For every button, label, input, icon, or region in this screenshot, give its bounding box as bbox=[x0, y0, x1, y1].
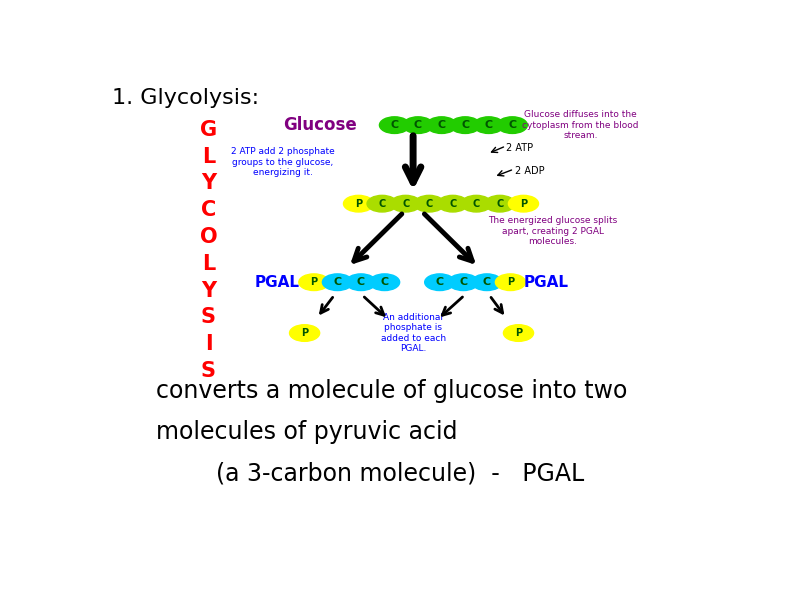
Text: P: P bbox=[515, 328, 522, 338]
Text: C: C bbox=[402, 199, 410, 209]
Text: molecules of pyruvic acid: molecules of pyruvic acid bbox=[156, 421, 458, 445]
Ellipse shape bbox=[322, 274, 353, 290]
Ellipse shape bbox=[474, 117, 504, 133]
Ellipse shape bbox=[508, 196, 538, 212]
Text: G: G bbox=[200, 120, 217, 140]
Ellipse shape bbox=[472, 274, 502, 290]
Text: C: C bbox=[461, 120, 470, 130]
Text: C: C bbox=[459, 277, 467, 287]
Text: PGAL: PGAL bbox=[254, 275, 299, 290]
Text: S: S bbox=[201, 307, 216, 328]
Ellipse shape bbox=[495, 274, 526, 290]
Text: The energized glucose splits
apart, creating 2 PGAL
molecules.: The energized glucose splits apart, crea… bbox=[488, 217, 618, 246]
Ellipse shape bbox=[462, 196, 491, 212]
Ellipse shape bbox=[346, 274, 376, 290]
Text: I: I bbox=[205, 334, 212, 354]
Ellipse shape bbox=[498, 117, 527, 133]
Text: 1. Glycolysis:: 1. Glycolysis: bbox=[112, 88, 259, 108]
Ellipse shape bbox=[367, 196, 397, 212]
Text: PGAL: PGAL bbox=[524, 275, 569, 290]
Ellipse shape bbox=[390, 196, 421, 212]
Ellipse shape bbox=[448, 274, 478, 290]
Ellipse shape bbox=[438, 196, 468, 212]
Text: L: L bbox=[202, 146, 215, 167]
Text: 2 ATP: 2 ATP bbox=[506, 143, 534, 153]
Text: L: L bbox=[202, 254, 215, 274]
Ellipse shape bbox=[370, 274, 400, 290]
Text: C: C bbox=[483, 277, 491, 287]
Ellipse shape bbox=[485, 196, 515, 212]
Ellipse shape bbox=[343, 196, 374, 212]
Text: O: O bbox=[200, 227, 218, 247]
Text: P: P bbox=[507, 277, 514, 287]
Text: Y: Y bbox=[201, 281, 216, 301]
Text: C: C bbox=[357, 277, 365, 287]
Text: C: C bbox=[414, 120, 422, 130]
Ellipse shape bbox=[414, 196, 444, 212]
Ellipse shape bbox=[379, 117, 410, 133]
Text: 2 ADP: 2 ADP bbox=[515, 166, 545, 176]
Text: C: C bbox=[473, 199, 480, 209]
Text: C: C bbox=[381, 277, 389, 287]
Text: C: C bbox=[426, 199, 433, 209]
Text: P: P bbox=[310, 277, 318, 287]
Ellipse shape bbox=[290, 325, 320, 341]
Text: C: C bbox=[496, 199, 503, 209]
Text: Y: Y bbox=[201, 173, 216, 193]
Text: C: C bbox=[449, 199, 457, 209]
Text: C: C bbox=[334, 277, 342, 287]
Text: P: P bbox=[301, 328, 308, 338]
Text: Glucose diffuses into the
cytoplasm from the blood
stream.: Glucose diffuses into the cytoplasm from… bbox=[522, 110, 638, 140]
Ellipse shape bbox=[450, 117, 480, 133]
Text: C: C bbox=[508, 120, 516, 130]
Text: converts a molecule of glucose into two: converts a molecule of glucose into two bbox=[156, 379, 627, 403]
Ellipse shape bbox=[425, 274, 455, 290]
Text: C: C bbox=[436, 277, 444, 287]
Text: C: C bbox=[485, 120, 493, 130]
Ellipse shape bbox=[426, 117, 457, 133]
Text: An additional
phosphate is
added to each
PGAL.: An additional phosphate is added to each… bbox=[381, 313, 446, 353]
Text: C: C bbox=[201, 200, 216, 220]
Text: 2 ATP add 2 phosphate
groups to the glucose,
energizing it.: 2 ATP add 2 phosphate groups to the gluc… bbox=[231, 147, 334, 177]
Ellipse shape bbox=[503, 325, 534, 341]
Text: C: C bbox=[438, 120, 446, 130]
Text: (a 3-carbon molecule)  -   PGAL: (a 3-carbon molecule) - PGAL bbox=[156, 462, 584, 486]
Text: P: P bbox=[520, 199, 527, 209]
Text: S: S bbox=[201, 361, 216, 381]
Text: C: C bbox=[390, 120, 398, 130]
Ellipse shape bbox=[403, 117, 433, 133]
Text: P: P bbox=[355, 199, 362, 209]
Text: Glucose: Glucose bbox=[283, 116, 357, 134]
Text: C: C bbox=[378, 199, 386, 209]
Ellipse shape bbox=[299, 274, 329, 290]
